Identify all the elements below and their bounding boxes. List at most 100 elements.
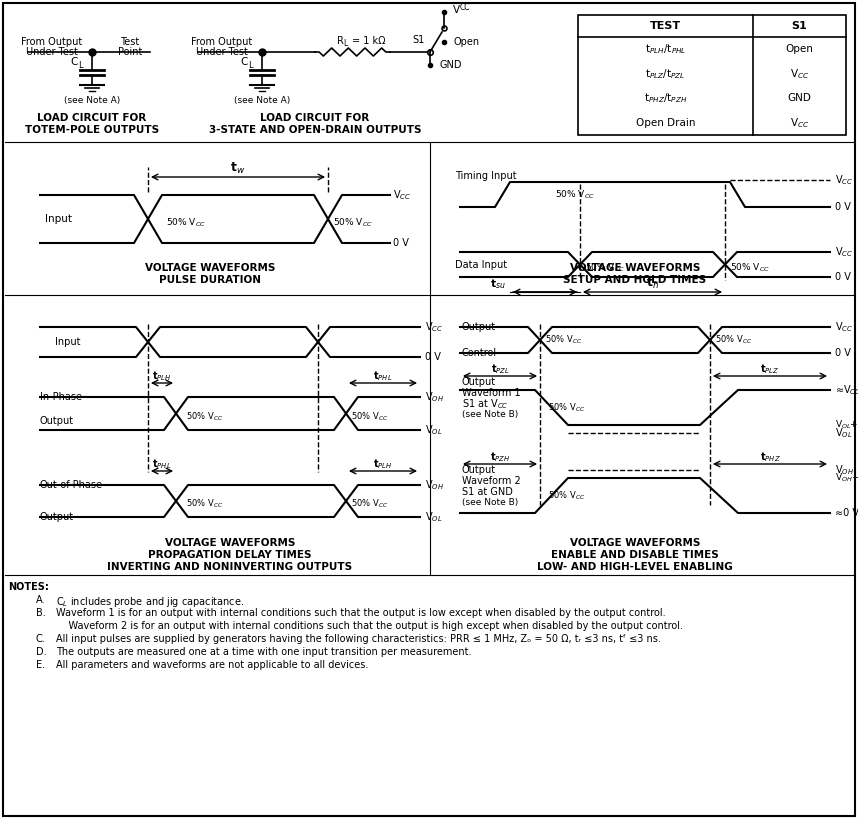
Text: 50% V$_{CC}$: 50% V$_{CC}$ [166,217,206,229]
Text: 50% V$_{CC}$: 50% V$_{CC}$ [715,334,752,346]
Text: GND: GND [440,60,462,70]
Text: INVERTING AND NONINVERTING OUTPUTS: INVERTING AND NONINVERTING OUTPUTS [107,562,353,572]
Text: SETUP AND HOLD TIMES: SETUP AND HOLD TIMES [564,275,706,285]
Text: t$_{PHZ}$: t$_{PHZ}$ [759,450,781,464]
Text: C: C [70,57,78,67]
Text: t$_{PLH}$: t$_{PLH}$ [373,457,393,471]
Text: LOW- AND HIGH-LEVEL ENABLING: LOW- AND HIGH-LEVEL ENABLING [537,562,733,572]
Text: (see Note B): (see Note B) [462,499,518,508]
Text: V$_{CC}$: V$_{CC}$ [835,245,853,259]
Text: V$_{CC}$: V$_{CC}$ [790,67,809,80]
Text: ≈V$_{CC}$: ≈V$_{CC}$ [835,383,858,397]
Text: V$_{CC}$: V$_{CC}$ [425,320,444,334]
Text: VOLTAGE WAVEFORMS: VOLTAGE WAVEFORMS [570,263,700,273]
Text: V$_{CC}$: V$_{CC}$ [790,115,809,129]
Text: 50% V$_{CC}$: 50% V$_{CC}$ [730,261,770,274]
Text: t$_{PLH}$: t$_{PLH}$ [152,369,172,383]
Text: V$_{OL}$: V$_{OL}$ [425,510,443,524]
Text: Input: Input [45,214,72,224]
Text: V$_{OL}$: V$_{OL}$ [835,426,853,440]
Text: From Output: From Output [191,37,252,47]
Text: Open: Open [453,37,479,47]
Text: Output: Output [462,465,496,475]
Text: L: L [78,61,82,70]
Text: B.: B. [36,608,45,618]
Text: t$_{su}$: t$_{su}$ [490,277,506,291]
Text: 0 V: 0 V [425,352,441,362]
Text: L: L [343,39,347,48]
Text: All input pulses are supplied by generators having the following characteristics: All input pulses are supplied by generat… [56,634,661,644]
Text: The outputs are measured one at a time with one input transition per measurement: The outputs are measured one at a time w… [56,647,472,657]
Text: S1: S1 [792,21,807,31]
Text: 0 V: 0 V [835,272,851,282]
Text: (see Note A): (see Note A) [234,96,290,105]
Text: Waveform 2: Waveform 2 [462,476,521,486]
Text: Point: Point [118,47,142,57]
Text: TOTEM-POLE OUTPUTS: TOTEM-POLE OUTPUTS [25,125,159,135]
Text: 0 V: 0 V [835,202,851,212]
Text: Waveform 2 is for an output with internal conditions such that the output is hig: Waveform 2 is for an output with interna… [56,621,683,631]
Text: (see Note A): (see Note A) [63,96,120,105]
Text: Out-of-Phase: Out-of-Phase [40,480,103,490]
Text: 50% V$_{CC}$: 50% V$_{CC}$ [186,498,223,510]
Text: Output: Output [40,512,74,522]
Text: NOTES:: NOTES: [8,582,49,592]
Text: LOAD CIRCUIT FOR: LOAD CIRCUIT FOR [260,113,370,123]
Text: V$_{CC}$: V$_{CC}$ [835,320,853,334]
Text: VOLTAGE WAVEFORMS: VOLTAGE WAVEFORMS [165,538,295,548]
Text: 0 V: 0 V [835,348,851,358]
Text: S1 at V$_{CC}$: S1 at V$_{CC}$ [462,397,509,411]
Text: t$_{PZH}$: t$_{PZH}$ [490,450,511,464]
Text: Control: Control [462,348,497,358]
Text: Under Test: Under Test [196,47,248,57]
Text: A.: A. [36,595,45,605]
Text: V$_{OH}$: V$_{OH}$ [425,478,444,492]
Text: From Output: From Output [21,37,82,47]
Text: 50% V$_{CC}$: 50% V$_{CC}$ [186,410,223,423]
Text: V$_{OH}$: V$_{OH}$ [425,390,444,404]
Text: 50% V$_{CC}$: 50% V$_{CC}$ [333,217,373,229]
Text: In-Phase: In-Phase [40,392,82,402]
Text: Open Drain: Open Drain [636,118,695,128]
Text: Open: Open [786,44,813,54]
Text: S1: S1 [413,35,425,45]
Text: t$_h$: t$_h$ [646,275,659,291]
Text: VOLTAGE WAVEFORMS: VOLTAGE WAVEFORMS [145,263,275,273]
Text: t$_{PZL}$: t$_{PZL}$ [491,362,510,376]
Text: GND: GND [788,93,812,103]
Text: ≈0 V: ≈0 V [835,508,858,518]
Text: 50% V$_{CC}$: 50% V$_{CC}$ [545,334,583,346]
Text: V$_{OH}$: V$_{OH}$ [835,463,854,477]
Text: 50% V$_{CC}$: 50% V$_{CC}$ [555,188,595,201]
Text: C.: C. [36,634,45,644]
Text: Output: Output [40,415,74,426]
Text: Output: Output [462,377,496,387]
Text: Under Test: Under Test [26,47,78,57]
Text: Test: Test [120,37,140,47]
Text: Data Input: Data Input [455,260,507,269]
Text: V$_{CC}$: V$_{CC}$ [393,188,411,202]
Text: D.: D. [36,647,46,657]
Text: S1 at GND: S1 at GND [462,487,513,497]
Text: 0 V: 0 V [393,238,409,248]
Text: Waveform 1: Waveform 1 [462,388,521,398]
Text: V: V [453,5,460,15]
Text: TEST: TEST [650,21,681,31]
Text: t$_{PHZ}$/t$_{PZH}$: t$_{PHZ}$/t$_{PZH}$ [644,92,687,105]
Text: L: L [248,61,252,70]
Text: 50% V$_{CC}$: 50% V$_{CC}$ [585,261,625,274]
Text: (see Note B): (see Note B) [462,410,518,419]
Text: t$_{PHL}$: t$_{PHL}$ [153,457,172,471]
Text: ENABLE AND DISABLE TIMES: ENABLE AND DISABLE TIMES [551,550,719,560]
Text: CC: CC [460,2,470,11]
Text: 50% V$_{CC}$: 50% V$_{CC}$ [548,401,585,414]
Text: All parameters and waveforms are not applicable to all devices.: All parameters and waveforms are not app… [56,660,368,670]
Text: t$_w$: t$_w$ [230,161,245,175]
Text: Waveform 1 is for an output with internal conditions such that the output is low: Waveform 1 is for an output with interna… [56,608,666,618]
Text: V$_{OH}$−0.3 V: V$_{OH}$−0.3 V [835,472,858,484]
Text: C$_L$ includes probe and jig capacitance.: C$_L$ includes probe and jig capacitance… [56,595,245,609]
Text: t$_{PHL}$: t$_{PHL}$ [373,369,393,383]
Text: C: C [240,57,248,67]
Text: VOLTAGE WAVEFORMS: VOLTAGE WAVEFORMS [570,538,700,548]
Text: t$_{PLH}$/t$_{PHL}$: t$_{PLH}$/t$_{PHL}$ [644,43,686,57]
